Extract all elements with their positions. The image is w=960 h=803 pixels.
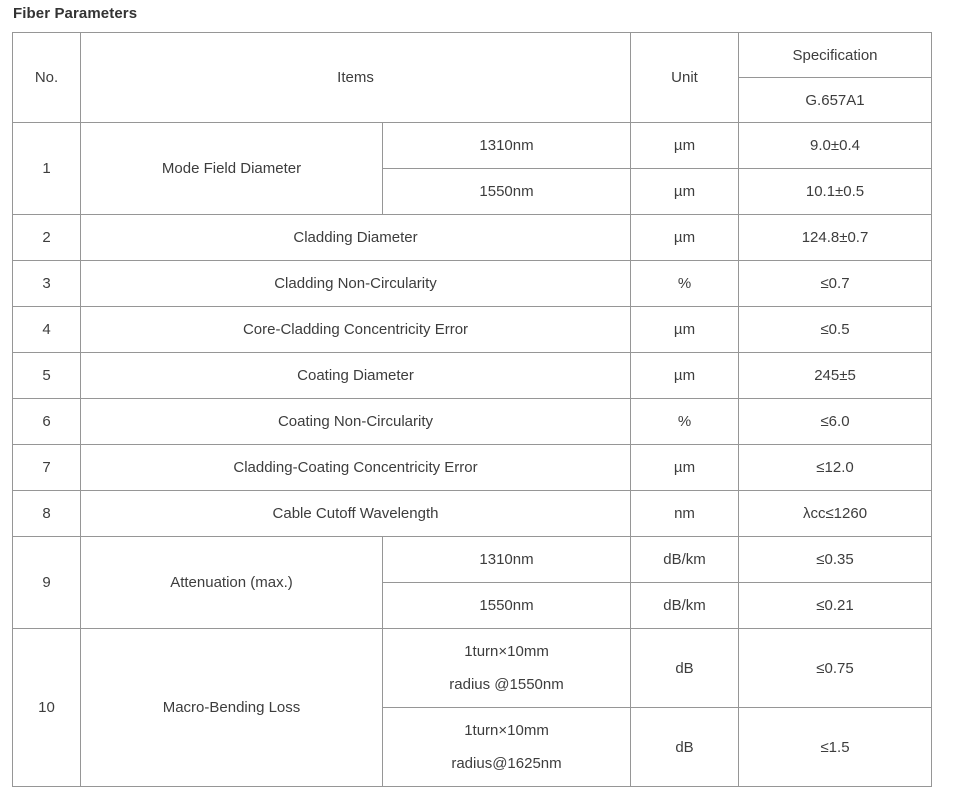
- row-1-sub-2-spec: 10.1±0.5: [738, 168, 932, 215]
- row-4-item: Core-Cladding Concentricity Error: [80, 306, 631, 353]
- row-9-sub-2-spec: ≤0.21: [738, 582, 932, 629]
- col-header-items: Items: [80, 32, 631, 123]
- row-5-no: 5: [12, 352, 81, 399]
- header-row-2: G.657A1: [13, 77, 932, 123]
- row-1-sub-1-spec: 9.0±0.4: [738, 122, 932, 169]
- row-5-item: Coating Diameter: [80, 352, 631, 399]
- table-row-10b: 1turn×10mm radius@1625nm dB ≤1.5: [13, 707, 932, 787]
- col-header-unit: Unit: [630, 32, 739, 123]
- row-6-spec: ≤6.0: [738, 398, 932, 445]
- table-row-6: 6 Coating Non-Circularity % ≤6.0: [12, 398, 932, 445]
- row-6-item: Coating Non-Circularity: [80, 398, 631, 445]
- row-10-sub-2-spec: ≤1.5: [738, 707, 932, 787]
- row-9-item: Attenuation (max.): [80, 536, 383, 629]
- row-7-spec: ≤12.0: [738, 444, 932, 491]
- col-header-spec-grade: G.657A1: [738, 77, 932, 123]
- col-header-no: No.: [12, 32, 81, 123]
- row-9-sub-1-condition: 1310nm: [382, 536, 631, 583]
- row-1-item: Mode Field Diameter: [80, 122, 383, 215]
- page-title: Fiber Parameters: [13, 5, 138, 22]
- table-row-5: 5 Coating Diameter µm 245±5: [12, 352, 932, 399]
- table-row-3: 3 Cladding Non-Circularity % ≤0.7: [12, 260, 932, 307]
- header-row-1: No. Items Unit Specification: [12, 32, 932, 123]
- row-10-sub-1-condition-line1: 1turn×10mm: [464, 643, 549, 660]
- row-2-spec: 124.8±0.7: [738, 214, 932, 261]
- row-4-no: 4: [12, 306, 81, 353]
- row-10-sub-2-condition-line2: radius@1625nm: [451, 755, 562, 772]
- row-10-sub-1-spec: ≤0.75: [738, 628, 932, 708]
- row-10-no: 10: [12, 628, 81, 787]
- row-10-sub-1-condition-line2: radius @1550nm: [449, 676, 564, 693]
- row-8-spec: λcc≤1260: [738, 490, 932, 537]
- table-row-8: 8 Cable Cutoff Wavelength nm λcc≤1260: [12, 490, 932, 537]
- row-7-item: Cladding-Coating Concentricity Error: [80, 444, 631, 491]
- row-5-spec: 245±5: [738, 352, 932, 399]
- fiber-parameters-table: No. Items Unit Specification G.657A1 1 M…: [12, 32, 932, 787]
- table-row-9b: 1550nm dB/km ≤0.21: [13, 582, 932, 629]
- row-9-sub-1-spec: ≤0.35: [738, 536, 932, 583]
- row-1-no: 1: [12, 122, 81, 215]
- row-2-unit: µm: [630, 214, 739, 261]
- table-row-7: 7 Cladding-Coating Concentricity Error µ…: [12, 444, 932, 491]
- row-3-item: Cladding Non-Circularity: [80, 260, 631, 307]
- table-row-10a: 10 Macro-Bending Loss 1turn×10mm radius …: [12, 628, 932, 787]
- row-5-unit: µm: [630, 352, 739, 399]
- table-row-2: 2 Cladding Diameter µm 124.8±0.7: [12, 214, 932, 261]
- row-3-no: 3: [12, 260, 81, 307]
- col-header-specification: Specification: [738, 32, 932, 78]
- row-10-sub-1-condition: 1turn×10mm radius @1550nm: [382, 628, 631, 708]
- row-10-sub-2-condition-line1: 1turn×10mm: [464, 722, 549, 739]
- row-1-sub-2-unit: µm: [630, 168, 739, 215]
- row-6-no: 6: [12, 398, 81, 445]
- table-row-4: 4 Core-Cladding Concentricity Error µm ≤…: [12, 306, 932, 353]
- row-9-no: 9: [12, 536, 81, 629]
- row-9-sub-2-unit: dB/km: [630, 582, 739, 629]
- row-2-item: Cladding Diameter: [80, 214, 631, 261]
- table-row-9a: 9 Attenuation (max.) 1310nm dB/km ≤0.35: [12, 536, 932, 629]
- row-1-sub-1-condition: 1310nm: [382, 122, 631, 169]
- row-4-unit: µm: [630, 306, 739, 353]
- row-10-sub-2-condition: 1turn×10mm radius@1625nm: [382, 707, 631, 787]
- table-row-1a: 1 Mode Field Diameter 1310nm µm 9.0±0.4: [12, 122, 932, 215]
- row-10-item: Macro-Bending Loss: [80, 628, 383, 787]
- row-4-spec: ≤0.5: [738, 306, 932, 353]
- row-7-unit: µm: [630, 444, 739, 491]
- table-row-1b: 1550nm µm 10.1±0.5: [13, 168, 932, 215]
- row-1-sub-1-unit: µm: [630, 122, 739, 169]
- row-10-sub-1-unit: dB: [630, 628, 739, 708]
- row-9-sub-1-unit: dB/km: [630, 536, 739, 583]
- row-8-unit: nm: [630, 490, 739, 537]
- row-6-unit: %: [630, 398, 739, 445]
- row-1-sub-2-condition: 1550nm: [382, 168, 631, 215]
- row-8-no: 8: [12, 490, 81, 537]
- row-3-spec: ≤0.7: [738, 260, 932, 307]
- row-10-sub-2-unit: dB: [630, 707, 739, 787]
- row-8-item: Cable Cutoff Wavelength: [80, 490, 631, 537]
- row-3-unit: %: [630, 260, 739, 307]
- row-2-no: 2: [12, 214, 81, 261]
- row-9-sub-2-condition: 1550nm: [382, 582, 631, 629]
- row-7-no: 7: [12, 444, 81, 491]
